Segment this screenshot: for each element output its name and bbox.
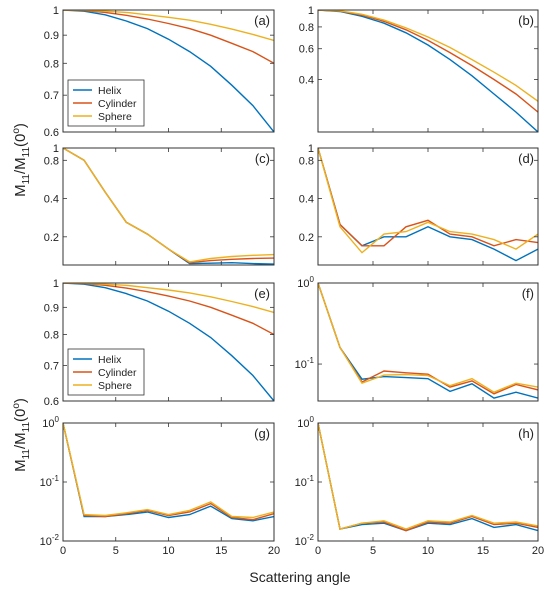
panel-b: 1 0.8 0.6 0.4 (b) xyxy=(299,5,539,133)
series-line-helix-e xyxy=(63,283,274,401)
legend-entry-sphere: Sphere xyxy=(98,380,132,392)
panel-h: 100 10-1 10-20 5 10 15 20 (h) xyxy=(295,415,545,557)
series-line-cylinder-e xyxy=(63,283,274,336)
series-line-sphere-f xyxy=(318,283,538,393)
panel-label-a: (a) xyxy=(254,13,270,28)
axes-box-g xyxy=(62,422,275,542)
x-tick-label-h: 5 xyxy=(370,545,376,557)
legend-entry-cylinder: Cylinder xyxy=(98,367,137,379)
legend-entry-helix: Helix xyxy=(98,85,122,97)
series-line-cylinder-g xyxy=(63,423,274,521)
series-line-cylinder-f xyxy=(318,283,538,395)
y-tick-label-c: 0.2 xyxy=(44,232,59,244)
x-tick-label-g: 10 xyxy=(162,545,174,557)
panel-label-d: (d) xyxy=(518,151,534,166)
y-tick-label-h: 10-2 xyxy=(295,533,315,548)
y-tick-label-c: 1 xyxy=(53,143,59,155)
x-tick-label-h: 15 xyxy=(477,545,489,557)
series-line-helix-c xyxy=(63,148,274,265)
axes-box-c xyxy=(62,147,275,266)
panel-f: 100 10-1 (f) xyxy=(295,275,539,402)
series-line-sphere-a xyxy=(63,10,274,42)
panel-label-c: (c) xyxy=(255,151,270,166)
series-line-cylinder-h xyxy=(318,423,538,532)
y-axis-label-upper: M11/M11(0o) xyxy=(11,123,32,197)
y-tick-label-e: 0.7 xyxy=(44,360,59,372)
series-line-helix-a xyxy=(63,10,274,132)
series-line-sphere-d xyxy=(318,148,538,254)
panel-g: 100 10-1 10-20 5 10 15 20 (g) xyxy=(40,415,281,557)
y-tick-label-f: 10-1 xyxy=(295,356,315,371)
series-line-cylinder-c xyxy=(63,148,274,264)
axes-box-b xyxy=(317,9,539,133)
y-tick-label-e: 0.9 xyxy=(44,302,59,314)
y-tick-label-b: 0.8 xyxy=(299,22,314,34)
y-tick-label-f: 100 xyxy=(297,275,314,290)
y-tick-label-h: 10-1 xyxy=(295,474,315,489)
y-tick-label-h: 100 xyxy=(297,415,314,430)
x-tick-label-h: 0 xyxy=(315,545,321,557)
x-axis-label: Scattering angle xyxy=(249,569,350,585)
axes-box-f xyxy=(317,282,539,402)
y-tick-label-b: 1 xyxy=(308,5,314,17)
panels-group: 10.90.80.70.6(a)HelixCylinderSphere10.80… xyxy=(40,5,545,557)
x-tick-label-g: 15 xyxy=(215,545,227,557)
x-tick-label-h: 20 xyxy=(532,545,544,557)
y-tick-label-g: 10-2 xyxy=(40,533,60,548)
panel-label-h: (h) xyxy=(518,426,534,441)
y-axis-label-lower: M11/M11(0o) xyxy=(11,398,32,472)
series-line-helix-f xyxy=(318,283,538,399)
series-line-sphere-h xyxy=(318,423,538,530)
y-tick-label-b: 0.6 xyxy=(299,44,314,56)
legend-entry-sphere: Sphere xyxy=(98,111,132,123)
series-line-sphere-b xyxy=(318,10,538,102)
series-line-helix-b xyxy=(318,10,538,132)
series-line-helix-g xyxy=(63,423,274,522)
y-tick-label-e: 0.6 xyxy=(44,396,59,408)
y-tick-label-e: 1 xyxy=(53,278,59,290)
panel-label-f: (f) xyxy=(522,286,534,301)
y-tick-label-a: 0.7 xyxy=(44,90,59,102)
y-tick-label-d: 0.2 xyxy=(299,232,314,244)
axes-box-d xyxy=(317,147,539,266)
legend-entry-cylinder: Cylinder xyxy=(98,98,137,110)
panel-label-b: (b) xyxy=(518,13,534,28)
x-tick-label-g: 20 xyxy=(268,545,280,557)
series-line-cylinder-d xyxy=(318,148,538,247)
x-tick-label-g: 5 xyxy=(113,545,119,557)
y-tick-label-a: 0.8 xyxy=(44,58,59,70)
y-tick-label-c: 0.8 xyxy=(44,155,59,167)
panel-label-g: (g) xyxy=(254,426,270,441)
panel-label-e: (e) xyxy=(254,286,270,301)
y-tick-label-g: 100 xyxy=(42,415,59,430)
y-tick-label-b: 0.4 xyxy=(299,74,314,86)
y-tick-label-d: 0.8 xyxy=(299,155,314,167)
series-line-sphere-c xyxy=(63,148,274,263)
series-line-helix-h xyxy=(318,423,538,532)
series-line-sphere-e xyxy=(63,283,274,314)
y-tick-label-g: 10-1 xyxy=(40,474,60,489)
y-tick-label-e: 0.8 xyxy=(44,330,59,342)
y-tick-label-a: 1 xyxy=(53,5,59,17)
panel-d: 10.8 0.4 0.2 (d) xyxy=(299,143,539,266)
series-line-cylinder-a xyxy=(63,10,274,64)
y-tick-label-a: 0.9 xyxy=(44,30,59,42)
x-tick-label-g: 0 xyxy=(60,545,66,557)
series-line-sphere-g xyxy=(63,423,274,519)
y-tick-label-c: 0.4 xyxy=(44,194,59,206)
series-line-cylinder-b xyxy=(318,10,538,113)
legend-entry-helix: Helix xyxy=(98,354,122,366)
y-tick-label-d: 1 xyxy=(308,143,314,155)
panel-c: 10.8 0.4 0.2 (c) xyxy=(44,143,275,266)
y-tick-label-d: 0.4 xyxy=(299,194,314,206)
y-tick-label-a: 0.6 xyxy=(44,127,59,139)
x-tick-label-h: 10 xyxy=(422,545,434,557)
